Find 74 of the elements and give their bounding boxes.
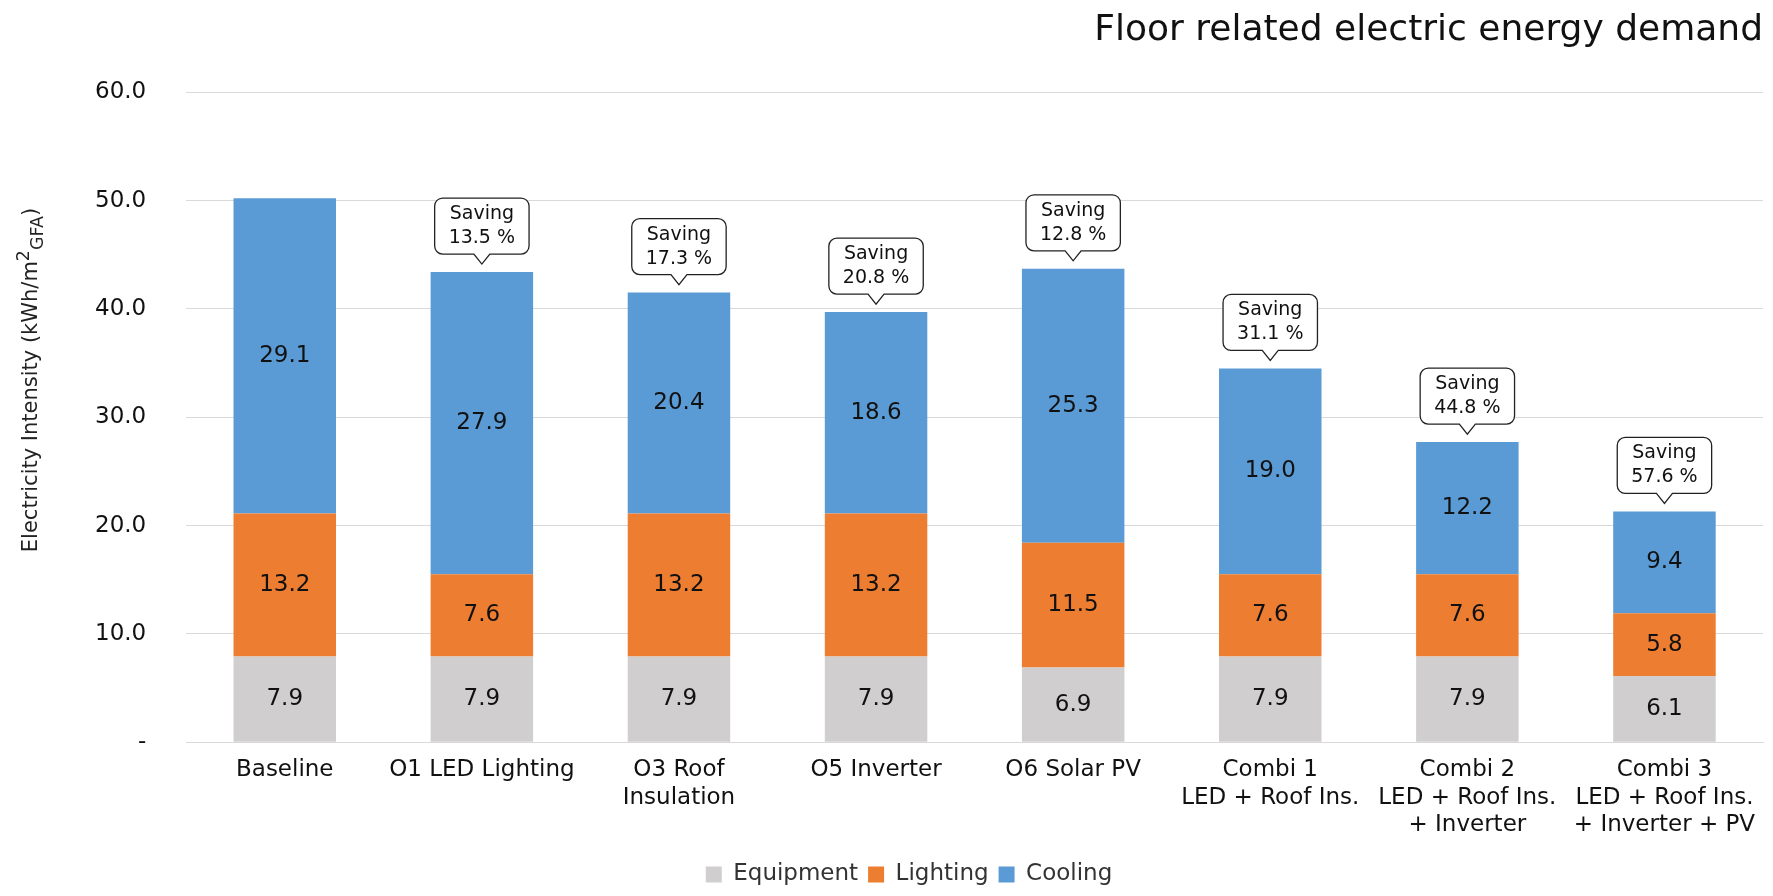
annotation: Saving 17.3 % (645, 221, 713, 268)
data-label: 20.4 (653, 388, 705, 415)
data-label: 25.3 (1047, 390, 1099, 417)
bar (430, 272, 534, 575)
bar (1021, 667, 1125, 742)
bar (1021, 542, 1125, 668)
data-label: 7.6 (1251, 600, 1289, 627)
x-tick-label: Combi 1 LED + Roof Ins. (1181, 754, 1360, 809)
data-label: 9.4 (1646, 547, 1683, 574)
bar (1021, 268, 1125, 543)
x-tick-label: O3 Roof Insulation (622, 754, 736, 809)
data-label: 7.6 (463, 600, 501, 627)
bar (1416, 442, 1519, 575)
annotation: Saving 57.6 % (1631, 440, 1698, 487)
annotation: Saving 44.8 % (1434, 371, 1501, 418)
y-tick-label: 10.0 (94, 618, 147, 645)
data-label: 13.2 (259, 570, 311, 597)
data-label: 12.2 (1441, 493, 1493, 520)
bar (1613, 676, 1716, 742)
y-tick-label: - (137, 727, 147, 754)
bar (627, 513, 731, 657)
bar (1219, 656, 1322, 742)
bar (233, 513, 337, 657)
bar (627, 292, 731, 514)
y-tick-label: 40.0 (94, 293, 147, 320)
data-label: 6.9 (1054, 689, 1092, 716)
bar (627, 656, 731, 742)
data-label: 7.9 (660, 684, 698, 711)
x-tick-label: Combi 3 LED + Roof Ins. + Inverter + PV (1573, 754, 1756, 837)
x-tick-label: O6 Solar PV (1005, 754, 1142, 781)
data-label: 6.1 (1646, 693, 1683, 720)
bar (233, 656, 337, 742)
x-tick-label: Baseline (236, 754, 334, 781)
data-label: 18.6 (850, 397, 902, 424)
x-tick-label: Combi 2 LED + Roof Ins. + Inverter (1378, 754, 1557, 837)
bar (1219, 368, 1322, 575)
bar (1416, 574, 1519, 657)
data-label: 13.2 (850, 570, 902, 597)
bar (1613, 613, 1716, 677)
data-label: 7.9 (1449, 684, 1486, 711)
annotation: Saving 13.5 % (448, 200, 516, 247)
bar (824, 656, 928, 742)
data-label: 7.9 (857, 684, 895, 711)
data-label: 13.2 (653, 570, 705, 597)
bar (824, 513, 928, 657)
legend-label: Cooling (1026, 859, 1113, 886)
bar (824, 312, 928, 514)
legend-label: Equipment (733, 859, 859, 886)
bar (1613, 511, 1716, 614)
chart-title: Floor related electric energy demand (1094, 6, 1763, 48)
data-label: 7.6 (1449, 600, 1486, 627)
data-label: 7.9 (1251, 684, 1289, 711)
data-label: 29.1 (259, 340, 311, 367)
annotation: Saving 20.8 % (842, 241, 910, 288)
data-label: 7.9 (266, 684, 304, 711)
y-tick-label: 50.0 (94, 185, 147, 212)
data-label: 7.9 (463, 684, 501, 711)
bar (430, 656, 534, 742)
x-tick-label: O5 Inverter (810, 754, 943, 781)
annotation: Saving 12.8 % (1039, 197, 1107, 244)
bar (430, 574, 534, 657)
bar (233, 198, 337, 514)
annotation: Saving 31.1 % (1237, 297, 1304, 344)
data-label: 19.0 (1244, 456, 1296, 483)
x-tick-label: O1 LED Lighting (389, 754, 575, 781)
bar (1416, 656, 1519, 742)
y-tick-label: 20.0 (94, 510, 147, 537)
data-label: 11.5 (1047, 590, 1099, 617)
legend-label: Lighting (895, 859, 989, 886)
data-label: 27.9 (456, 408, 508, 435)
y-tick-label: 60.0 (94, 77, 147, 104)
y-tick-label: 30.0 (94, 402, 147, 429)
data-label: 5.8 (1646, 629, 1683, 656)
bar (1219, 574, 1322, 657)
